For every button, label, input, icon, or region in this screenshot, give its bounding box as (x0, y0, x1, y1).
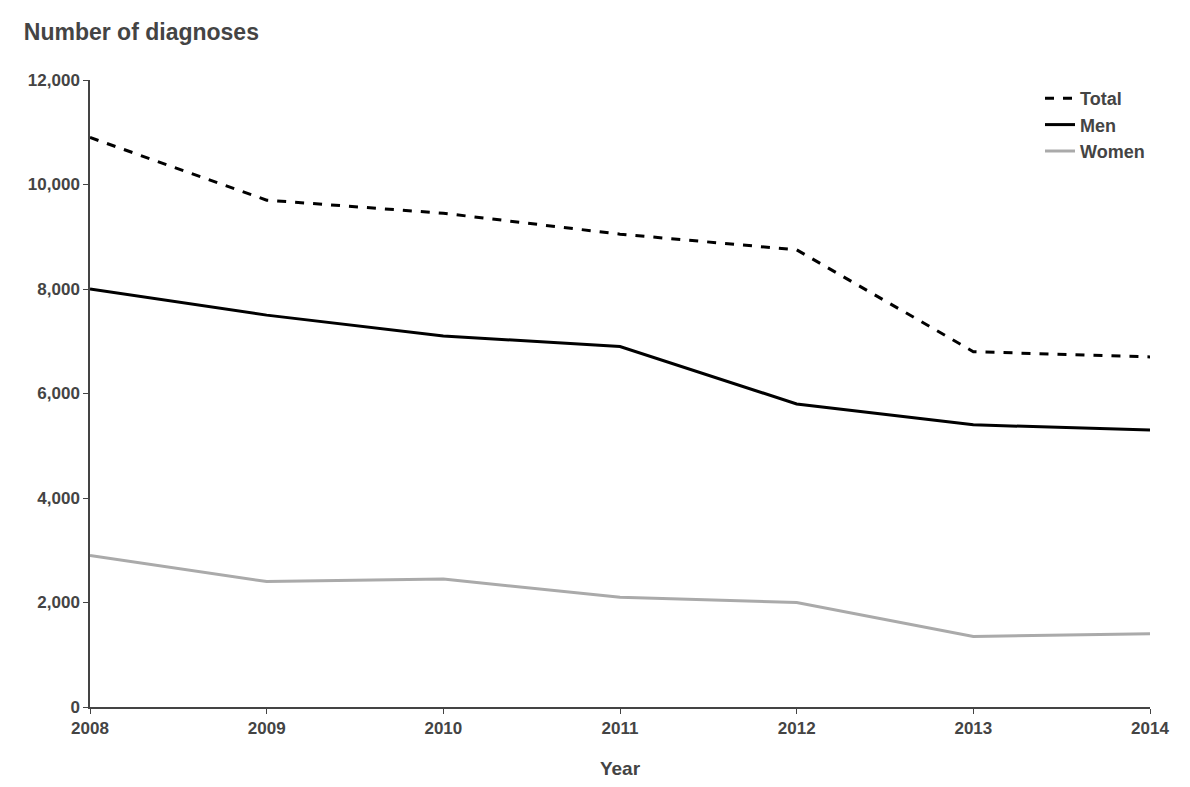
svg-text:2013: 2013 (954, 719, 992, 738)
svg-text:2,000: 2,000 (37, 593, 80, 612)
svg-text:2008: 2008 (71, 719, 109, 738)
svg-text:Men: Men (1080, 116, 1116, 136)
svg-text:Women: Women (1080, 142, 1145, 162)
svg-text:2010: 2010 (424, 719, 462, 738)
svg-text:2012: 2012 (778, 719, 816, 738)
svg-text:12,000: 12,000 (28, 71, 80, 90)
svg-text:Total: Total (1080, 89, 1122, 109)
svg-text:8,000: 8,000 (37, 280, 80, 299)
svg-text:4,000: 4,000 (37, 489, 80, 508)
svg-text:6,000: 6,000 (37, 384, 80, 403)
svg-text:10,000: 10,000 (28, 175, 80, 194)
svg-text:Year: Year (600, 758, 641, 779)
svg-text:Number of diagnoses: Number of diagnoses (24, 19, 259, 45)
svg-text:0: 0 (70, 698, 79, 717)
svg-text:2014: 2014 (1131, 719, 1169, 738)
svg-text:2011: 2011 (602, 719, 639, 738)
svg-text:2009: 2009 (248, 719, 286, 738)
